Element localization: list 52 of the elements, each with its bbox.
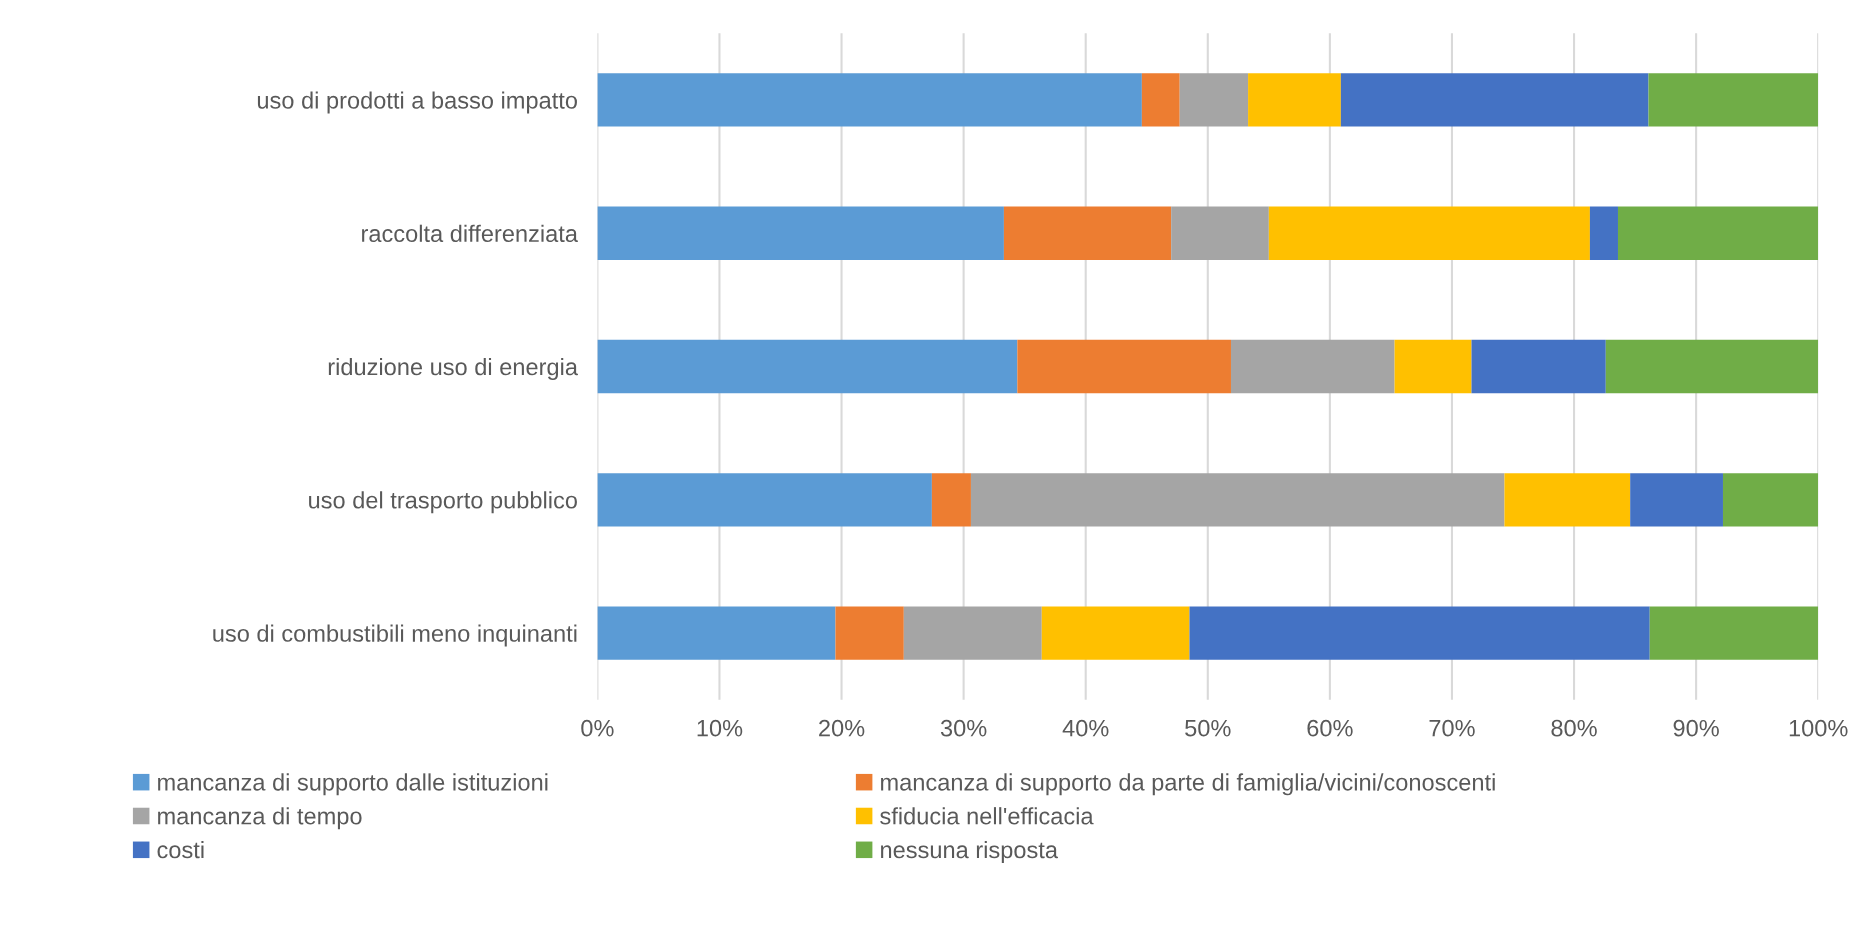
bar (597, 473, 932, 527)
bar (597, 339, 1018, 394)
legend-label: mancanza di tempo (158, 807, 362, 830)
bar (1605, 339, 1819, 394)
x-tick-label: 30% (940, 719, 987, 737)
bar (1340, 73, 1649, 127)
bar (1268, 206, 1590, 260)
legend-label: mancanza di supporto dalle istituzioni (158, 773, 548, 796)
bar (597, 73, 1142, 127)
bar (1649, 606, 1819, 660)
legend-label: costi (157, 840, 204, 859)
bar (1504, 473, 1631, 527)
legend-label: sfiducia nell'efficacia (880, 807, 1094, 825)
bar (1630, 473, 1723, 527)
bar (931, 473, 971, 527)
legend-label: mancanza di supporto da parte di famiglia/vicini/conoscenti (881, 773, 1495, 796)
y-tick-label: uso di combustibili meno inquinanti (213, 624, 577, 647)
x-tick-label: 0% (581, 719, 614, 737)
bar (1617, 206, 1819, 260)
bar (1003, 206, 1172, 260)
bar (1394, 339, 1472, 394)
bar (597, 606, 836, 660)
bar (1171, 206, 1269, 260)
y-tick-label: uso di prodotti a basso impatto (257, 91, 577, 114)
bar (597, 206, 1004, 260)
x-tick-label: 20% (819, 719, 865, 737)
x-tick-label: 10% (697, 719, 743, 737)
x-tick-label: 80% (1551, 719, 1597, 737)
bar (1589, 206, 1618, 260)
bar (1179, 73, 1249, 127)
bar (1017, 339, 1231, 394)
bar (835, 606, 904, 660)
bar (1471, 339, 1606, 394)
x-tick-label: 100% (1789, 719, 1848, 737)
bar (1648, 73, 1819, 127)
bar (1041, 606, 1190, 660)
y-tick-label: raccolta differenziata (362, 224, 578, 243)
x-tick-label: 50% (1185, 719, 1231, 737)
y-tick-label: uso del trasporto pubblico (309, 491, 577, 514)
x-tick-label: 40% (1062, 719, 1109, 737)
legend-label: nessuna risposta (881, 840, 1058, 863)
x-tick-label: 90% (1673, 719, 1719, 737)
bar (1230, 339, 1395, 394)
x-tick-label: 70% (1429, 719, 1475, 737)
bar (970, 473, 1505, 527)
y-tick-label: riduzione uso di energia (328, 357, 578, 380)
bar (1248, 73, 1341, 127)
bar (1141, 73, 1180, 127)
x-tick-label: 60% (1307, 719, 1353, 737)
bar (903, 606, 1042, 660)
bar (1189, 606, 1650, 660)
bar (1722, 473, 1819, 527)
